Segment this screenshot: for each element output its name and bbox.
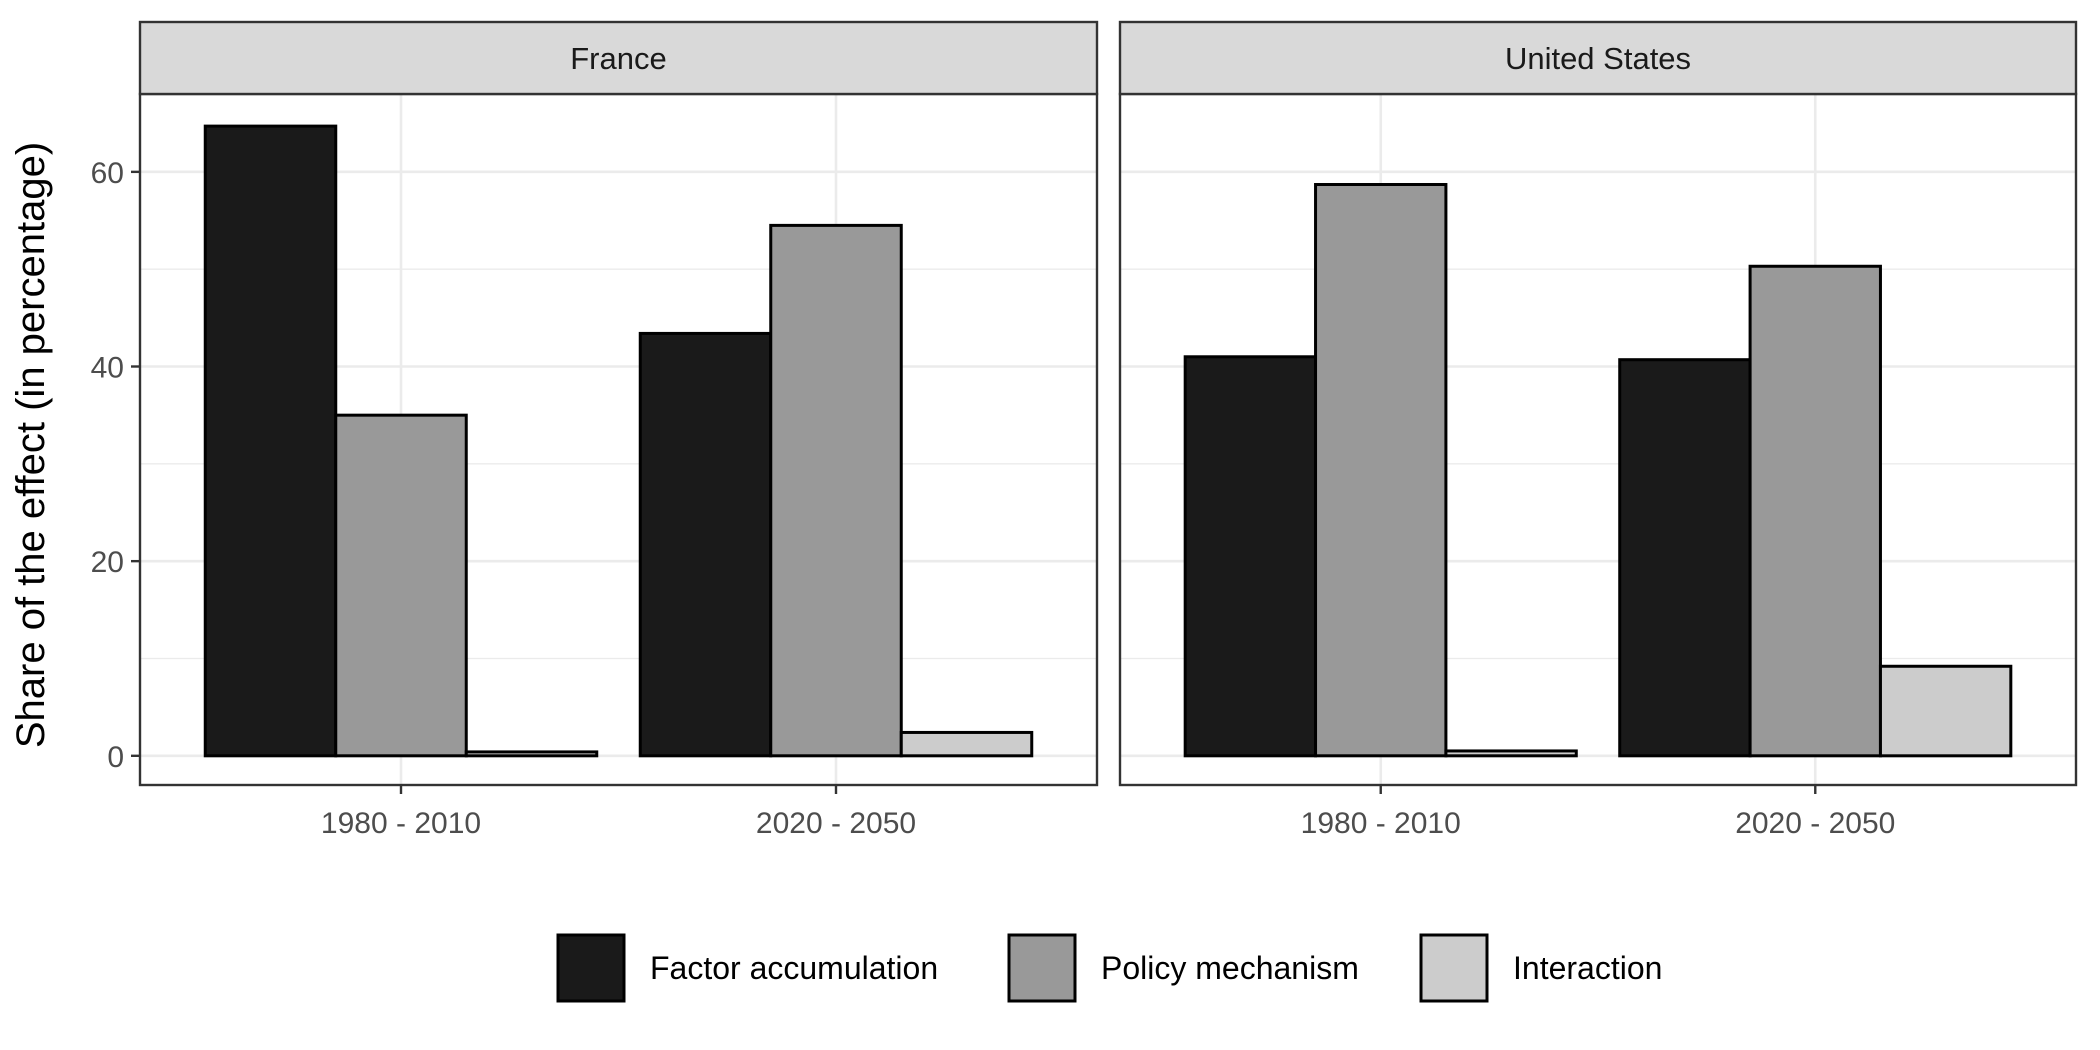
legend-item-factor-accumulation: Factor accumulation [556, 933, 938, 1003]
bar-france-1980-2010-factor-accumulation [203, 124, 338, 758]
bar-france-2020-2050-factor-accumulation [638, 331, 773, 758]
x-tick-label: 1980 - 2010 [321, 807, 481, 840]
facet-strip-label: France [570, 41, 666, 76]
legend-key [1007, 933, 1077, 1003]
panels: France 1980 - 2010 2020 - 2050 0 20 40 60 Unite… [91, 20, 2078, 840]
bar-france-1980-2010-policy-mechanism [334, 413, 468, 758]
facet-strip-label: United States [1505, 41, 1691, 76]
y-axis-title: Share of the effect (in percentage) [9, 142, 53, 748]
facet-strip [138, 20, 1099, 96]
y-tick-label: 20 [91, 546, 124, 579]
facet-strip [1118, 20, 2078, 96]
legend-label: Interaction [1513, 950, 1662, 986]
legend-key [1419, 933, 1489, 1003]
x-tick-label: 1980 - 2010 [1301, 807, 1461, 840]
legend-item-policy-mechanism: Policy mechanism [1007, 933, 1359, 1003]
bar-united-states-2020-2050-interaction [1878, 664, 2013, 758]
bar-united-states-1980-2010-factor-accumulation [1183, 355, 1318, 758]
legend-label: Factor accumulation [650, 950, 938, 986]
panel-united-states: United States 1980 - 2010 2020 - 2050 [1118, 20, 2078, 840]
bar-france-2020-2050-interaction [899, 730, 1034, 758]
bar-united-states-1980-2010-policy-mechanism [1314, 183, 1448, 758]
y-tick-label: 0 [107, 741, 124, 774]
y-tick-label: 60 [91, 157, 124, 190]
bar-france-2020-2050-policy-mechanism [769, 223, 903, 758]
panel-france: France 1980 - 2010 2020 - 2050 0 20 40 60 [91, 20, 1099, 840]
legend: Factor accumulation Policy mechanism Inter… [556, 933, 1662, 1003]
bar-france-1980-2010-interaction [464, 750, 599, 758]
x-tick-label: 2020 - 2050 [1735, 807, 1895, 840]
legend-item-interaction: Interaction [1419, 933, 1662, 1003]
bar-united-states-1980-2010-interaction [1444, 749, 1578, 758]
y-tick-label: 40 [91, 352, 124, 385]
legend-key [556, 933, 626, 1003]
bar-united-states-2020-2050-factor-accumulation [1618, 358, 1752, 758]
legend-label: Policy mechanism [1101, 950, 1359, 986]
x-tick-label: 2020 - 2050 [756, 807, 916, 840]
bar-united-states-2020-2050-policy-mechanism [1748, 264, 1882, 758]
